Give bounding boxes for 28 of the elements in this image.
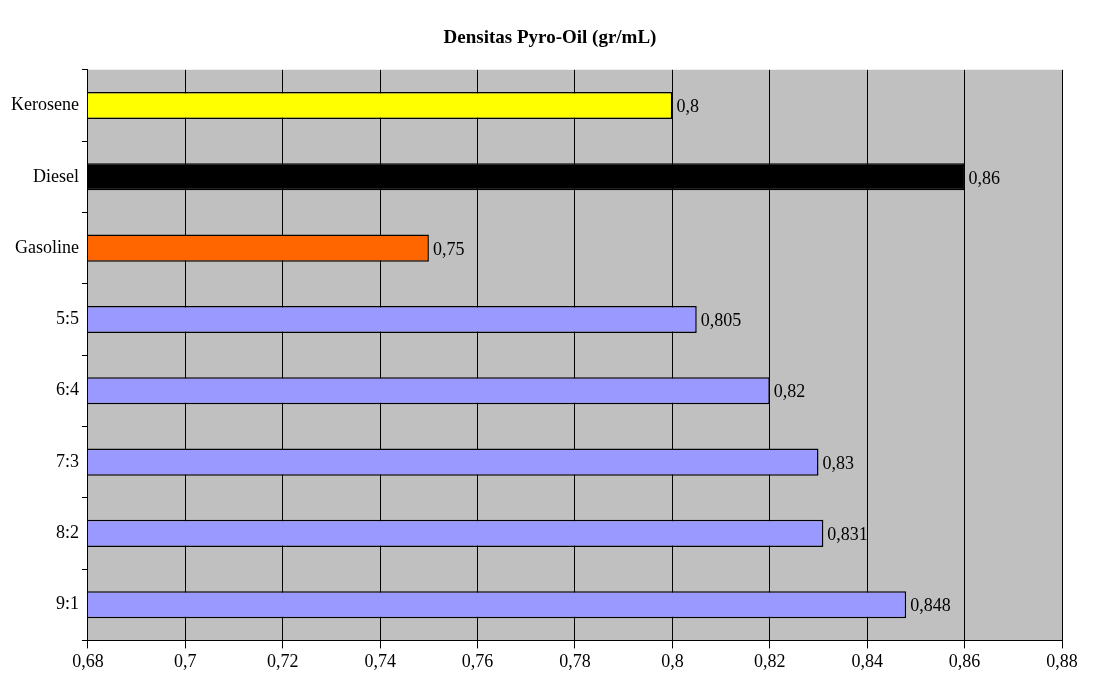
x-tick-label: 0,72	[267, 650, 299, 671]
x-tick-label: 0,84	[851, 650, 883, 671]
chart-title: Densitas Pyro-Oil (gr/mL)	[442, 26, 658, 48]
x-tick-label: 0,68	[72, 650, 104, 671]
x-tick-label: 0,76	[461, 650, 494, 671]
data-label: 0,848	[910, 595, 951, 616]
data-label: 0,75	[432, 238, 465, 259]
x-tick-label: 0,88	[1046, 650, 1078, 671]
y-tick-label: Diesel	[32, 165, 79, 186]
y-tick-label: 8:2	[55, 522, 79, 543]
x-tick-label: 0,78	[559, 650, 591, 671]
y-tick-label: 7:3	[55, 450, 79, 471]
y-tick-label: Kerosene	[11, 94, 79, 115]
data-label: 0,805	[700, 310, 742, 331]
data-label: 0,83	[822, 452, 854, 473]
data-label: 0,831	[827, 524, 868, 545]
x-tick-label: 0,82	[754, 650, 786, 671]
x-tick-label: 0,86	[948, 650, 981, 671]
x-tick-label: 0,7	[174, 650, 197, 671]
x-tick-label: 0,74	[364, 650, 396, 671]
data-label: 0,8	[676, 96, 699, 117]
data-label: 0,86	[968, 167, 1001, 188]
x-tick-label: 0,8	[661, 650, 684, 671]
y-tick-label: 9:1	[55, 593, 79, 614]
y-tick-label: Gasoline	[14, 236, 79, 257]
data-label: 0,82	[773, 381, 806, 402]
y-tick-label: 6:4	[55, 379, 79, 400]
y-tick-label: 5:5	[55, 308, 79, 329]
